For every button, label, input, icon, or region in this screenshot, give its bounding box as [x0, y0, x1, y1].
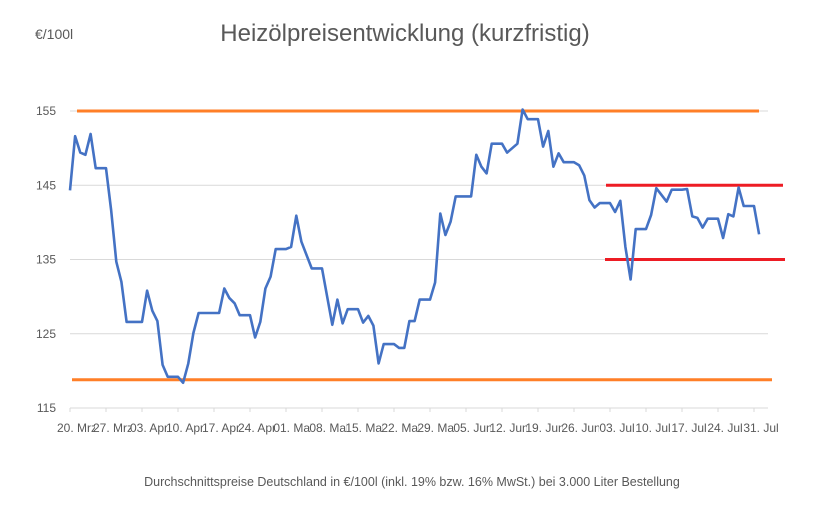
x-tick-label: 10. Apr [166, 421, 204, 435]
x-tick-label-bg [527, 420, 567, 435]
x-tick-label: 03. Apr [130, 421, 168, 435]
x-tick-label-group: 31. Jul [743, 420, 783, 435]
y-tick-label: 145 [36, 178, 56, 192]
x-tick-label-group: 01. Mai [273, 420, 315, 435]
x-tick-label-bg [275, 420, 315, 435]
chart-caption: Durchschnittspreise Deutschland in €/100… [144, 475, 680, 489]
x-tick-label: 19. Jun [525, 421, 564, 435]
x-tick-label-bg [203, 420, 243, 435]
x-tick-label-bg [239, 420, 279, 435]
x-tick-label-group: 27. Mrz [93, 420, 135, 435]
x-tick-label-group: 17. Apr [202, 420, 243, 435]
x-tick-label: 01. Mai [273, 421, 312, 435]
x-tick-label-bg [563, 420, 603, 435]
x-tick-label: 22. Mai [381, 421, 420, 435]
x-tick-label-group: 03. Jul [599, 420, 639, 435]
x-tick-label-group: 10. Apr [166, 420, 207, 435]
x-tick-label: 15. Mai [345, 421, 384, 435]
x-tick-label-bg [167, 420, 207, 435]
x-tick-label-group: 05. Jun [453, 420, 495, 435]
y-axis-unit: €/100l [35, 26, 73, 42]
x-tick-label-bg [311, 420, 351, 435]
x-tick-label: 10. Jul [635, 421, 670, 435]
x-tick-label: 26. Jun [561, 421, 600, 435]
x-tick-label-bg [95, 420, 135, 435]
x-tick-label-bg [491, 420, 531, 435]
x-tick-label-group: 10. Jul [635, 420, 675, 435]
price-line [68, 108, 761, 385]
x-tick-label-bg [635, 420, 675, 435]
x-tick-label-bg [131, 420, 171, 435]
x-tick-label-bg [455, 420, 495, 435]
series-group [68, 108, 761, 385]
x-tick-label: 12. Jun [489, 421, 528, 435]
x-tick-label-group: 12. Jun [489, 420, 531, 435]
x-tick-label-bg [671, 420, 711, 435]
x-tick-label-group: 29. Mai [417, 420, 459, 435]
x-tick-label-bg [707, 420, 747, 435]
x-tick-label-group: 20. Mrz [57, 420, 99, 435]
x-tick-label-group: 22. Mai [381, 420, 423, 435]
chart-title: Heizölpreisentwicklung (kurzfristig) [220, 20, 589, 47]
x-tick-label: 20. Mrz [57, 421, 97, 435]
x-tick-label-bg [743, 420, 783, 435]
x-tick-label-group: 03. Apr [130, 420, 171, 435]
x-tick-label-group: 24. Apr [238, 420, 279, 435]
y-tick-label: 155 [36, 104, 56, 118]
x-tick-label-bg [383, 420, 423, 435]
y-tick-label: 115 [37, 401, 56, 415]
y-axis-ticks: 115 125 135 145 155 [36, 104, 56, 415]
x-tick-label-group: 24. Jul [707, 420, 747, 435]
reference-lines [72, 109, 785, 382]
x-tick-label-bg [599, 420, 639, 435]
x-tick-label-group: 19. Jun [525, 420, 567, 435]
x-tick-label: 24. Apr [238, 421, 276, 435]
x-tick-label-group: 15. Mai [345, 420, 387, 435]
x-tick-label: 27. Mrz [93, 421, 133, 435]
x-tick-label: 31. Jul [743, 421, 778, 435]
y-tick-label: 125 [36, 327, 56, 341]
x-tick-label: 24. Jul [707, 421, 742, 435]
x-tick-label-bg [347, 420, 387, 435]
x-tick-label-group: 26. Jun [561, 420, 603, 435]
x-tick-label-group: 17. Jul [671, 420, 711, 435]
x-tick-label: 29. Mai [417, 421, 456, 435]
x-tick-label-bg [59, 420, 99, 435]
x-tick-label: 03. Jul [599, 421, 634, 435]
x-tick-label: 17. Jul [671, 421, 706, 435]
x-tick-label-group: 08. Mai [309, 420, 351, 435]
x-tick-label: 05. Jun [453, 421, 492, 435]
x-tick-label-bg [419, 420, 459, 435]
x-tick-label: 17. Apr [202, 421, 240, 435]
x-tick-label: 08. Mai [309, 421, 348, 435]
y-tick-label: 135 [36, 253, 56, 267]
